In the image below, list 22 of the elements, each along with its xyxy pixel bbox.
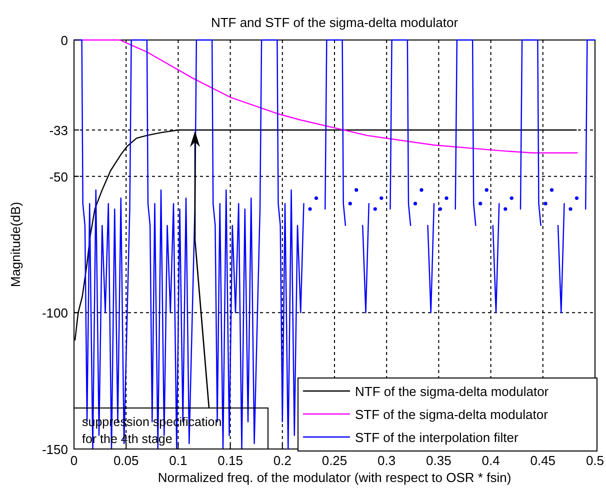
x-tick-label: 0.3: [378, 453, 396, 468]
x-tick-label: 0.1: [169, 453, 188, 468]
y-tick-label: -150: [42, 442, 68, 457]
x-tick-label: 0.4: [482, 453, 500, 468]
x-tick-label: 0.5: [586, 453, 604, 468]
y-tick-label: -100: [42, 306, 68, 321]
legend-label: NTF of the sigma-delta modulator: [355, 384, 550, 399]
y-axis-title: Magnitude(dB): [8, 202, 23, 288]
x-tick-label: 0.35: [426, 453, 452, 468]
x-axis-title: Normalized freq. of the modulator (with respect to OSR * fsin): [158, 470, 512, 485]
y-tick-label: -33: [49, 122, 68, 138]
legend-label: STF of the interpolation filter: [355, 430, 519, 445]
x-tick-label: 0.25: [322, 453, 348, 468]
legend-label: STF of the sigma-delta modulator: [355, 407, 549, 422]
x-tick-label: 0.2: [273, 453, 292, 468]
x-tick-label: 0: [70, 453, 78, 468]
chart-title: NTF and STF of the sigma-delta modulator: [210, 15, 459, 30]
y-tick-label: 0: [60, 33, 68, 48]
x-tick-label: 0.45: [530, 453, 556, 468]
y-tick-label: -50: [49, 169, 68, 184]
x-tick-label: 0.05: [113, 453, 139, 468]
x-tick-label: 0.15: [218, 453, 243, 468]
